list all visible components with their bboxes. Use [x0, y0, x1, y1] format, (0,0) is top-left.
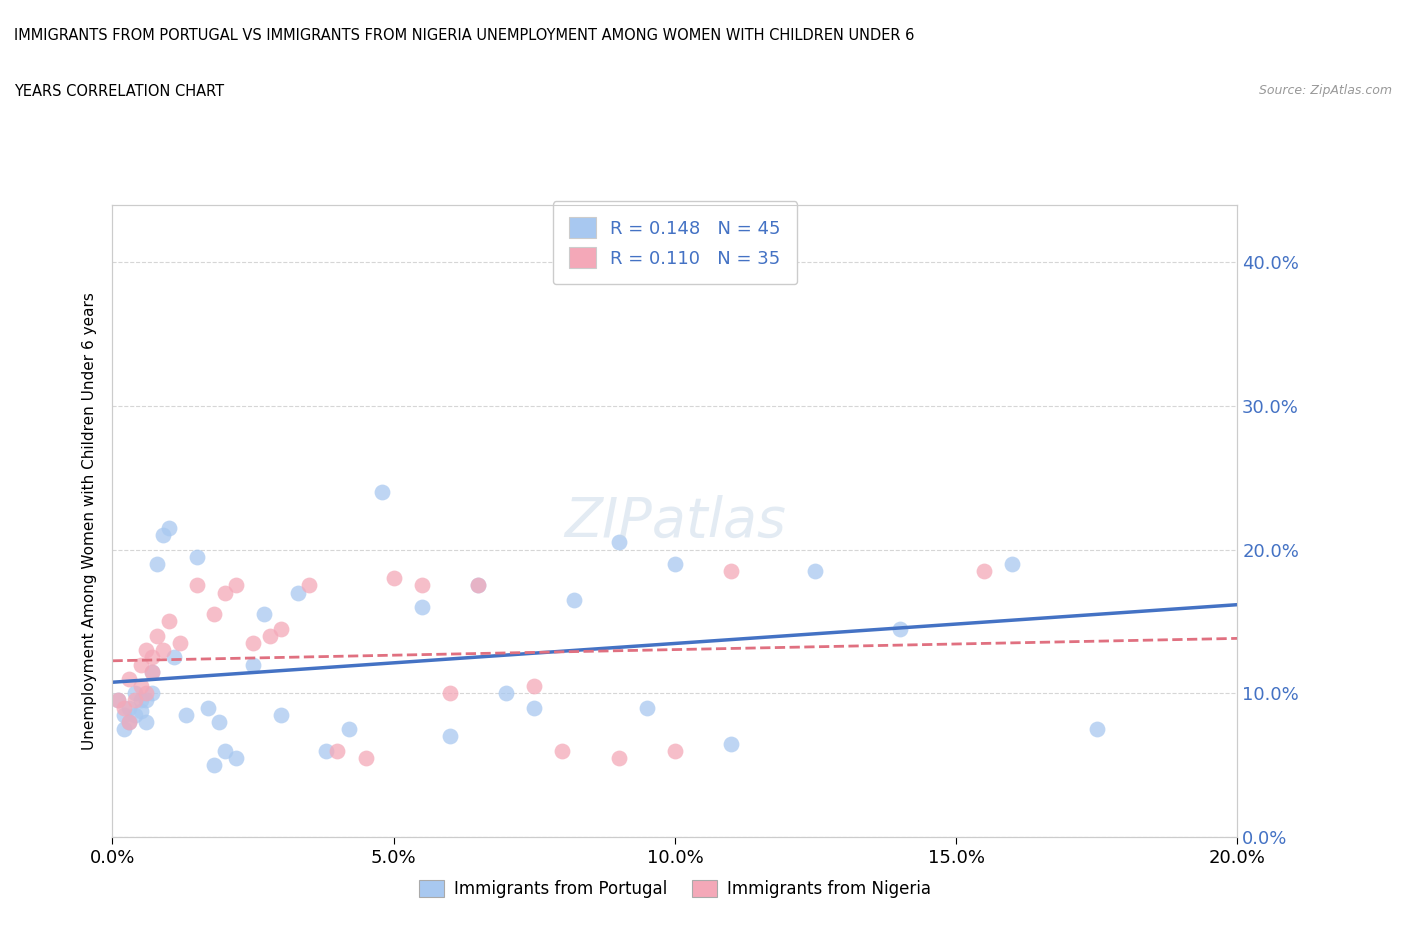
Point [523, 679, 546, 694]
Point [270, 621, 292, 636]
Point [973, 564, 995, 578]
Point [146, 629, 169, 644]
Point [315, 743, 337, 758]
Point [141, 650, 163, 665]
Point [174, 708, 197, 723]
Point [112, 708, 135, 723]
Point [124, 685, 146, 700]
Point [562, 592, 585, 607]
Point [636, 700, 658, 715]
Point [107, 693, 129, 708]
Point [118, 714, 141, 729]
Point [169, 635, 191, 650]
Point [607, 751, 630, 765]
Point [141, 664, 163, 679]
Point [124, 693, 146, 708]
Point [371, 485, 394, 499]
Point [124, 708, 146, 723]
Point [214, 585, 236, 600]
Point [112, 700, 135, 715]
Point [135, 714, 157, 729]
Point [889, 621, 911, 636]
Point [411, 578, 433, 593]
Point [135, 693, 157, 708]
Point [208, 714, 231, 729]
Point [298, 578, 321, 593]
Point [129, 658, 152, 672]
Point [163, 650, 186, 665]
Point [495, 685, 517, 700]
Point [135, 643, 157, 658]
Point [439, 729, 461, 744]
Point [112, 722, 135, 737]
Point [467, 578, 489, 593]
Point [202, 606, 225, 621]
Point [152, 643, 174, 658]
Point [664, 556, 686, 571]
Point [129, 679, 152, 694]
Point [382, 571, 405, 586]
Point [720, 737, 742, 751]
Point [242, 635, 264, 650]
Point [214, 743, 236, 758]
Text: Source: ZipAtlas.com: Source: ZipAtlas.com [1258, 84, 1392, 97]
Point [523, 700, 546, 715]
Point [439, 685, 461, 700]
Point [107, 693, 129, 708]
Text: YEARS CORRELATION CHART: YEARS CORRELATION CHART [14, 84, 224, 99]
Point [157, 521, 180, 536]
Point [270, 708, 292, 723]
Point [287, 585, 309, 600]
Text: IMMIGRANTS FROM PORTUGAL VS IMMIGRANTS FROM NIGERIA UNEMPLOYMENT AMONG WOMEN WIT: IMMIGRANTS FROM PORTUGAL VS IMMIGRANTS F… [14, 28, 914, 43]
Point [326, 743, 349, 758]
Point [118, 700, 141, 715]
Point [146, 556, 169, 571]
Text: ZIPatlas: ZIPatlas [564, 495, 786, 547]
Point [354, 751, 377, 765]
Point [118, 671, 141, 686]
Point [129, 703, 152, 718]
Point [129, 693, 152, 708]
Point [804, 564, 827, 578]
Point [720, 564, 742, 578]
Point [152, 527, 174, 542]
Point [157, 614, 180, 629]
Point [1085, 722, 1108, 737]
Point [242, 658, 264, 672]
Point [202, 758, 225, 773]
Point [259, 629, 281, 644]
Point [664, 743, 686, 758]
Legend: Immigrants from Portugal, Immigrants from Nigeria: Immigrants from Portugal, Immigrants fro… [412, 873, 938, 905]
Point [141, 685, 163, 700]
Point [118, 714, 141, 729]
Y-axis label: Unemployment Among Women with Children Under 6 years: Unemployment Among Women with Children U… [82, 292, 97, 750]
Point [411, 600, 433, 615]
Point [607, 535, 630, 550]
Point [186, 550, 208, 565]
Point [197, 700, 219, 715]
Point [467, 578, 489, 593]
Point [551, 743, 574, 758]
Point [337, 722, 360, 737]
Point [225, 578, 247, 593]
Point [186, 578, 208, 593]
Point [253, 606, 276, 621]
Point [1001, 556, 1024, 571]
Point [225, 751, 247, 765]
Point [135, 685, 157, 700]
Point [141, 664, 163, 679]
